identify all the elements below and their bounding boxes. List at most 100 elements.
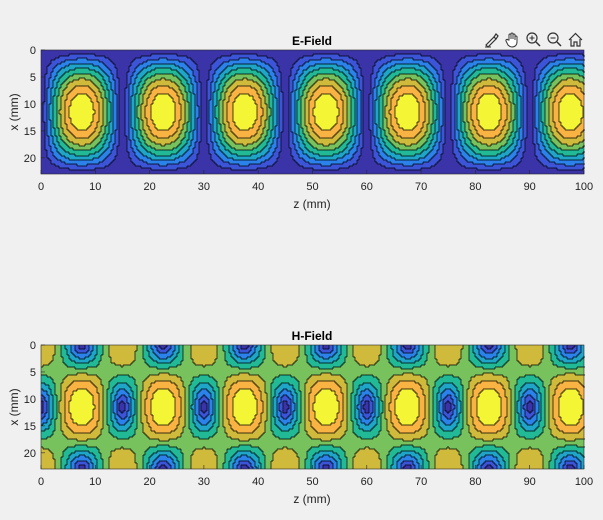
contour-cell <box>389 94 394 97</box>
contour-cell <box>299 355 308 358</box>
contour-cell <box>143 86 148 89</box>
contour-cell <box>545 110 550 113</box>
contour-cell <box>243 144 248 147</box>
contour-cell <box>421 70 430 73</box>
contour-cell <box>545 156 554 159</box>
contour-cell <box>73 80 92 83</box>
contour-cell <box>101 126 106 129</box>
contour-cell <box>347 78 354 81</box>
contour-cell <box>391 100 398 103</box>
contour-cell <box>355 112 358 115</box>
contour-cell <box>473 389 484 392</box>
contour-cell <box>293 80 300 83</box>
contour-cell <box>101 96 106 99</box>
contour-cell <box>497 154 510 157</box>
contour-cell <box>547 96 552 99</box>
contour-cell <box>197 86 202 89</box>
contour-cell <box>173 124 180 127</box>
contour-cell <box>249 373 322 376</box>
contour-cell <box>429 118 434 121</box>
contour-cell <box>549 389 556 392</box>
contour-cell <box>41 389 44 392</box>
contour-cell <box>523 120 528 123</box>
contour-cell <box>391 60 424 63</box>
zoom-out-icon[interactable] <box>545 29 564 49</box>
contour-cell <box>439 363 458 366</box>
contour-cell <box>171 391 180 394</box>
contour-cell <box>437 118 440 121</box>
home-icon[interactable] <box>566 29 585 49</box>
contour-cell <box>379 152 386 155</box>
contour-cell <box>515 132 520 135</box>
contour-cell <box>437 152 444 155</box>
contour-cell <box>563 381 580 384</box>
contour-cell <box>117 94 120 97</box>
contour-cell <box>429 86 434 89</box>
contour-cell <box>61 347 66 350</box>
contour-cell <box>355 108 358 111</box>
brush-icon[interactable] <box>482 29 501 49</box>
contour-cell <box>549 78 556 81</box>
contour-cell <box>467 62 512 65</box>
contour-cell <box>375 62 388 65</box>
contour-cell <box>295 118 298 121</box>
contour-cell <box>129 110 132 113</box>
contour-cell <box>99 66 108 69</box>
contour-cell <box>469 347 474 350</box>
contour-cell <box>341 391 348 394</box>
contour-cell <box>111 108 114 111</box>
zoom-in-icon[interactable] <box>524 29 543 49</box>
pan-hand-icon[interactable] <box>503 29 522 49</box>
contour-cell <box>347 124 352 127</box>
contour-cell <box>533 108 536 111</box>
contour-cell <box>369 122 374 125</box>
contour-cell <box>581 132 584 135</box>
contour-cell <box>65 104 72 107</box>
contour-cell <box>147 88 154 91</box>
contour-cell <box>107 124 110 127</box>
contour-cell <box>71 100 92 103</box>
contour-cell <box>201 389 208 392</box>
contour-cell <box>193 70 200 73</box>
contour-cell <box>107 84 112 87</box>
contour-cell <box>439 124 444 127</box>
contour-cell <box>191 130 194 133</box>
contour-cell <box>455 122 458 125</box>
contour-cell <box>47 393 52 396</box>
contour-cell <box>429 116 434 119</box>
contour-cell <box>519 130 524 133</box>
contour-cell <box>375 363 392 366</box>
contour-cell <box>195 94 198 97</box>
contour-cell <box>483 373 494 376</box>
contour-cell <box>511 144 518 147</box>
contour-cell <box>51 102 54 105</box>
contour-cell <box>463 114 468 117</box>
contour-cell <box>315 118 338 121</box>
contour-cell <box>545 118 550 121</box>
contour-cell <box>383 158 396 161</box>
contour-cell <box>191 383 200 386</box>
contour-cell <box>191 82 198 85</box>
contour-cell <box>261 122 266 125</box>
contour-cell <box>513 142 518 145</box>
contour-cell <box>545 106 550 109</box>
contour-cell <box>549 385 558 388</box>
contour-cell <box>421 152 430 155</box>
contour-cell <box>333 136 342 139</box>
contour-cell <box>455 130 460 133</box>
contour-cell <box>359 387 376 390</box>
contour-cell <box>141 112 146 115</box>
contour-cell <box>129 70 136 73</box>
contour-cell <box>517 122 522 125</box>
contour-cell <box>427 148 434 151</box>
contour-cell <box>269 118 274 121</box>
contour-cell <box>425 108 430 111</box>
contour-cell <box>269 106 274 109</box>
contour-cell <box>311 345 316 348</box>
contour-cell <box>345 359 356 362</box>
contour-cell <box>581 100 584 103</box>
contour-cell <box>543 355 552 358</box>
contour-cell <box>267 114 272 117</box>
contour-cell <box>115 88 120 91</box>
contour-cell <box>319 367 334 370</box>
